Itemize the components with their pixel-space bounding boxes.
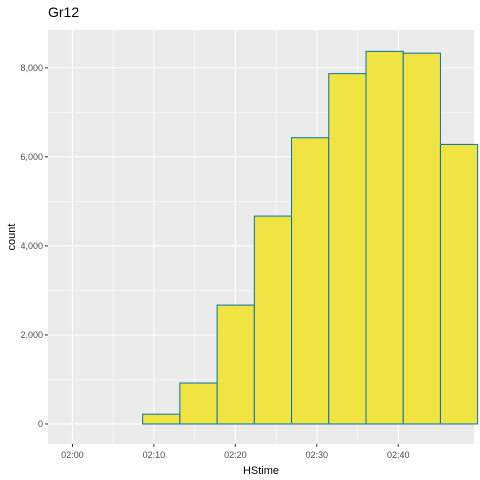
histogram-bar — [179, 382, 218, 425]
histogram-bar — [216, 304, 255, 425]
histogram-bar — [253, 215, 293, 425]
x-axis-title: HStime — [243, 465, 279, 477]
y-tick-label: 8,000 — [20, 63, 43, 73]
histogram-bar — [365, 50, 404, 425]
y-tick-label: 6,000 — [20, 152, 43, 162]
histogram-bar — [142, 413, 181, 425]
x-tick-label: 02:10 — [143, 450, 166, 460]
y-tick-label: 4,000 — [20, 241, 43, 251]
y-axis-title: count — [6, 224, 18, 251]
x-tick-label: 02:20 — [224, 450, 247, 460]
y-tick-label: 0 — [38, 419, 43, 429]
histogram-bar — [402, 52, 441, 425]
x-tick-label: 02:30 — [306, 450, 329, 460]
histogram-bar — [328, 73, 367, 425]
x-tick-label: 02:00 — [61, 450, 84, 460]
x-tick-label: 02:40 — [387, 450, 410, 460]
histogram-bar — [291, 137, 330, 425]
y-tick-label: 2,000 — [20, 330, 43, 340]
x-axis: 02:00 02:10 02:20 02:30 02:40 — [61, 444, 410, 460]
histogram-bars — [142, 50, 479, 425]
histogram-bar — [439, 143, 479, 425]
chart-title: Gr12 — [48, 4, 79, 20]
y-axis: 0 2,000 4,000 6,000 8,000 — [20, 63, 48, 429]
